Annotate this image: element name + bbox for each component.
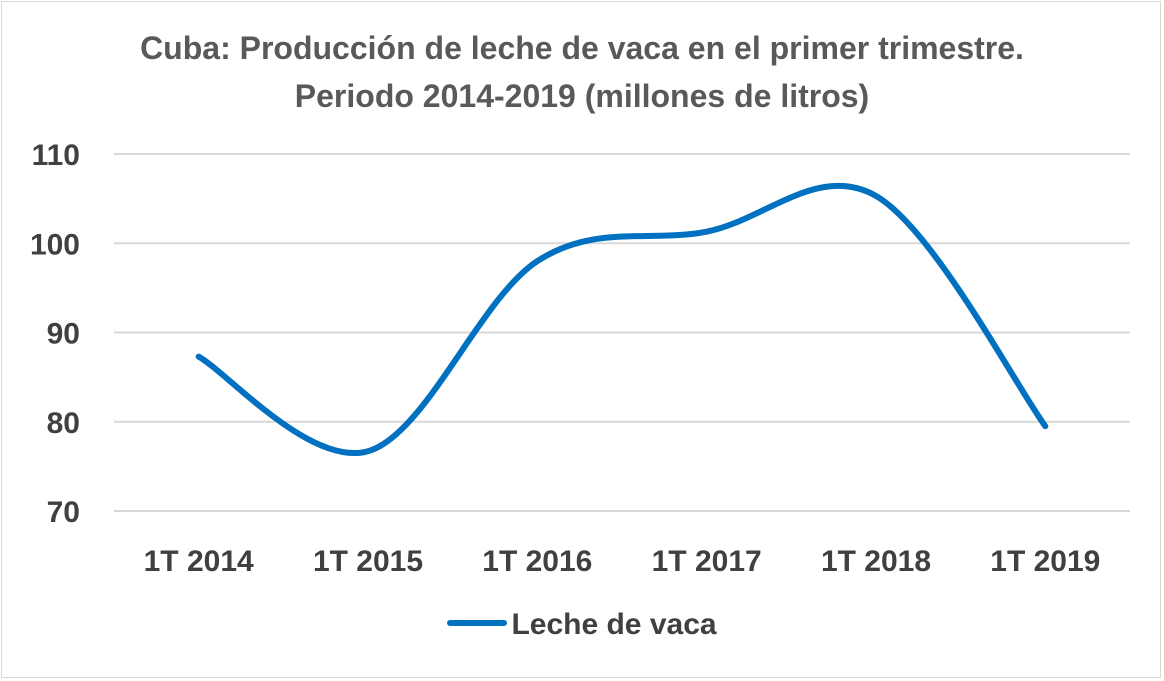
x-tick-label: 1T 2018 xyxy=(821,545,931,578)
data-point xyxy=(876,195,877,196)
data-point xyxy=(1045,426,1046,427)
chart-title-line-1: Cuba: Producción de leche de vaca en el … xyxy=(140,30,1024,66)
legend-swatch xyxy=(447,620,508,627)
y-tick-label: 110 xyxy=(32,139,80,172)
x-tick-label: 1T 2015 xyxy=(313,545,423,578)
y-tick-label: 70 xyxy=(47,496,80,529)
y-axis-ticks: 70 80 90 100 110 xyxy=(30,139,80,529)
x-tick-label: 1T 2016 xyxy=(482,545,592,578)
data-point xyxy=(537,261,538,262)
x-tick-label: 1T 2017 xyxy=(652,545,762,578)
y-tick-label: 90 xyxy=(47,318,80,351)
x-tick-label: 1T 2019 xyxy=(990,545,1100,578)
legend-label: Leche de vaca xyxy=(511,608,717,641)
legend: Leche de vaca xyxy=(0,608,1164,642)
y-tick-label: 80 xyxy=(47,407,80,440)
chart-title: Cuba: Producción de leche de vaca en el … xyxy=(0,24,1164,120)
data-point xyxy=(368,451,369,452)
gridlines xyxy=(114,153,1130,512)
data-point xyxy=(706,231,707,232)
x-tick-label: 1T 2014 xyxy=(144,545,254,578)
y-tick-label: 100 xyxy=(30,228,80,261)
data-point xyxy=(198,356,199,357)
x-axis-ticks: 1T 2014 1T 2015 1T 2016 1T 2017 1T 2018 1T 20… xyxy=(144,545,1101,578)
series-line-0 xyxy=(195,182,1049,457)
series-layer xyxy=(195,182,1049,457)
chart-title-line-2: Periodo 2014-2019 (millones de litros) xyxy=(294,78,870,114)
